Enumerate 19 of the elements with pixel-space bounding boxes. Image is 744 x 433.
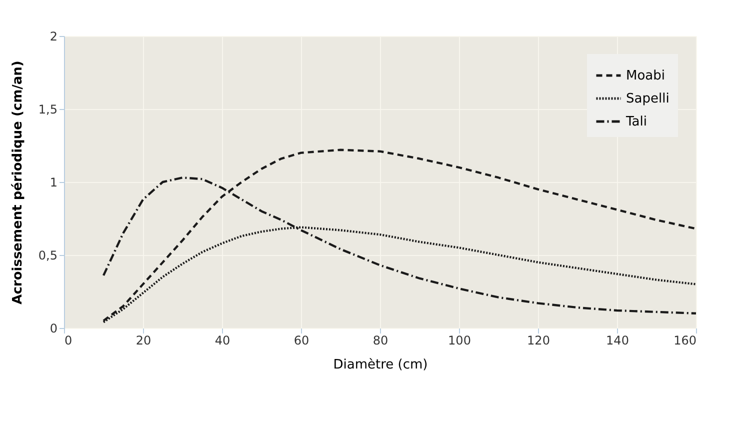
y-tick-label: 2: [50, 30, 58, 44]
legend-label: Moabi: [626, 68, 665, 84]
y-tick-label: 0,5: [38, 248, 58, 262]
x-tick-label: 60: [294, 334, 310, 348]
y-tick-label: 0: [50, 322, 58, 336]
x-tick-label: 80: [372, 334, 388, 348]
y-axis-title: Acroissement périodique (cm/an): [10, 60, 26, 304]
y-tick-label: 1: [50, 176, 58, 190]
legend-label: Sapelli: [626, 92, 670, 106]
x-tick-label: 140: [606, 334, 629, 348]
x-tick-label: 20: [136, 334, 152, 348]
x-tick-label: 100: [448, 334, 471, 348]
legend-label: Tali: [625, 114, 647, 130]
x-tick-label: 40: [214, 334, 230, 348]
x-tick-label: 120: [527, 334, 550, 348]
x-tick-label: 0: [64, 334, 72, 348]
y-tick-label: 1,5: [38, 102, 58, 116]
x-tick-label: 160: [674, 334, 696, 348]
x-axis-title: Diamètre (cm): [333, 358, 428, 372]
